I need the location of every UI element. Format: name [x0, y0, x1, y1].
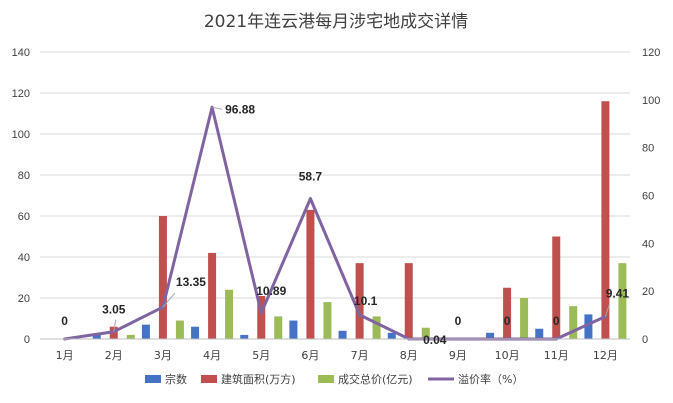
bar	[208, 252, 217, 339]
grid-lines	[40, 51, 630, 299]
bars	[92, 101, 627, 339]
bar	[421, 327, 430, 339]
y-left-tick-label: 100	[12, 129, 30, 141]
line-data-label: 0	[61, 314, 68, 328]
line-data-label: 10.89	[256, 284, 286, 298]
y-right-tick-label: 0	[642, 334, 648, 346]
label-leader-line	[113, 319, 117, 332]
axes: 0 20 40 60 80 100 120 140 0 20 40 60 80 100 120 1月 2月 3月 4…	[12, 47, 661, 362]
label-leader-line	[211, 106, 223, 110]
legend-label: 宗数	[165, 372, 187, 386]
bar	[323, 302, 332, 339]
label-leader-line	[162, 292, 176, 308]
legend-label: 溢价率（%）	[458, 372, 523, 386]
bar	[92, 334, 101, 339]
x-tick-label: 6月	[301, 349, 319, 362]
x-tick-label: 2月	[105, 349, 123, 362]
x-tick-label: 8月	[400, 349, 418, 362]
line-data-label: 13.35	[176, 275, 206, 289]
bar	[503, 287, 512, 339]
line-data-label: 96.88	[225, 102, 255, 116]
x-tick-label: 11月	[544, 349, 569, 362]
legend-label: 成交总价(亿元)	[338, 372, 413, 386]
bar	[191, 326, 200, 339]
x-tick-label: 10月	[495, 349, 520, 362]
label-leader-line	[604, 304, 610, 317]
legend-swatch	[318, 375, 334, 383]
line-data-label: 58.7	[299, 170, 323, 184]
line-data-label: 3.05	[102, 303, 126, 317]
bar	[175, 320, 184, 339]
y-right-tick-label: 80	[642, 143, 654, 155]
line-data-label: 9.41	[606, 286, 630, 300]
bar	[404, 263, 413, 339]
line-point	[308, 197, 312, 201]
y-left-tick-label: 0	[24, 334, 30, 346]
bar	[338, 330, 347, 339]
y-right-tick-label: 100	[642, 95, 660, 107]
bar	[289, 320, 298, 339]
legend-swatch	[145, 375, 161, 383]
bar	[372, 316, 381, 339]
bar	[225, 289, 234, 339]
bar	[387, 332, 396, 339]
bar	[486, 332, 495, 339]
x-tick-label: 7月	[351, 349, 369, 362]
legend-label: 建筑面积(万方)	[221, 372, 296, 386]
chart-title: 2021年连云港每月涉宅地成交详情	[204, 12, 468, 32]
bar	[535, 328, 544, 339]
y-right-tick-label: 60	[642, 191, 654, 203]
y-right-tick-label: 120	[642, 47, 660, 59]
y-left-tick-label: 120	[12, 88, 30, 100]
bar	[520, 298, 529, 339]
y-left-tick-label: 60	[18, 211, 30, 223]
line-data-label: 0	[553, 314, 560, 328]
x-tick-label: 5月	[252, 349, 270, 362]
bar	[274, 316, 283, 339]
line-data-label: 0	[504, 314, 511, 328]
x-tick-label: 1月	[56, 349, 74, 362]
bar	[618, 263, 627, 339]
bar	[126, 334, 135, 339]
bar	[306, 209, 315, 339]
x-tick-label: 4月	[203, 349, 221, 362]
y-right-tick-label: 20	[642, 286, 654, 298]
y-right-tick-label: 40	[642, 238, 654, 250]
line-point	[259, 311, 263, 315]
y-left-tick-label: 40	[18, 252, 30, 264]
y-left-tick-label: 140	[12, 47, 30, 59]
data-labels: 0 3.05 13.35 96.88 10.89 58.7 10.1 0.04 0 0 0 9.41	[61, 102, 629, 347]
legend-swatch	[201, 375, 217, 383]
bar	[355, 263, 364, 339]
y-left-tick-label: 20	[18, 293, 30, 305]
bar	[569, 306, 578, 339]
bar	[552, 236, 561, 339]
x-tick-label: 12月	[593, 349, 618, 362]
bar	[158, 216, 167, 339]
bar	[584, 314, 593, 339]
line-data-label: 0	[455, 314, 462, 328]
line-data-label: 0.04	[423, 333, 447, 347]
bar	[240, 334, 249, 339]
x-tick-label: 9月	[449, 349, 467, 362]
bar	[141, 324, 150, 339]
line-point	[358, 313, 362, 317]
y-left-tick-label: 80	[18, 170, 30, 182]
line-data-label: 10.1	[354, 294, 378, 308]
bar	[257, 295, 266, 339]
legend: 宗数 建筑面积(万方) 成交总价(亿元) 溢价率（%）	[145, 372, 523, 386]
x-tick-label: 3月	[154, 349, 172, 362]
bar	[601, 101, 610, 339]
